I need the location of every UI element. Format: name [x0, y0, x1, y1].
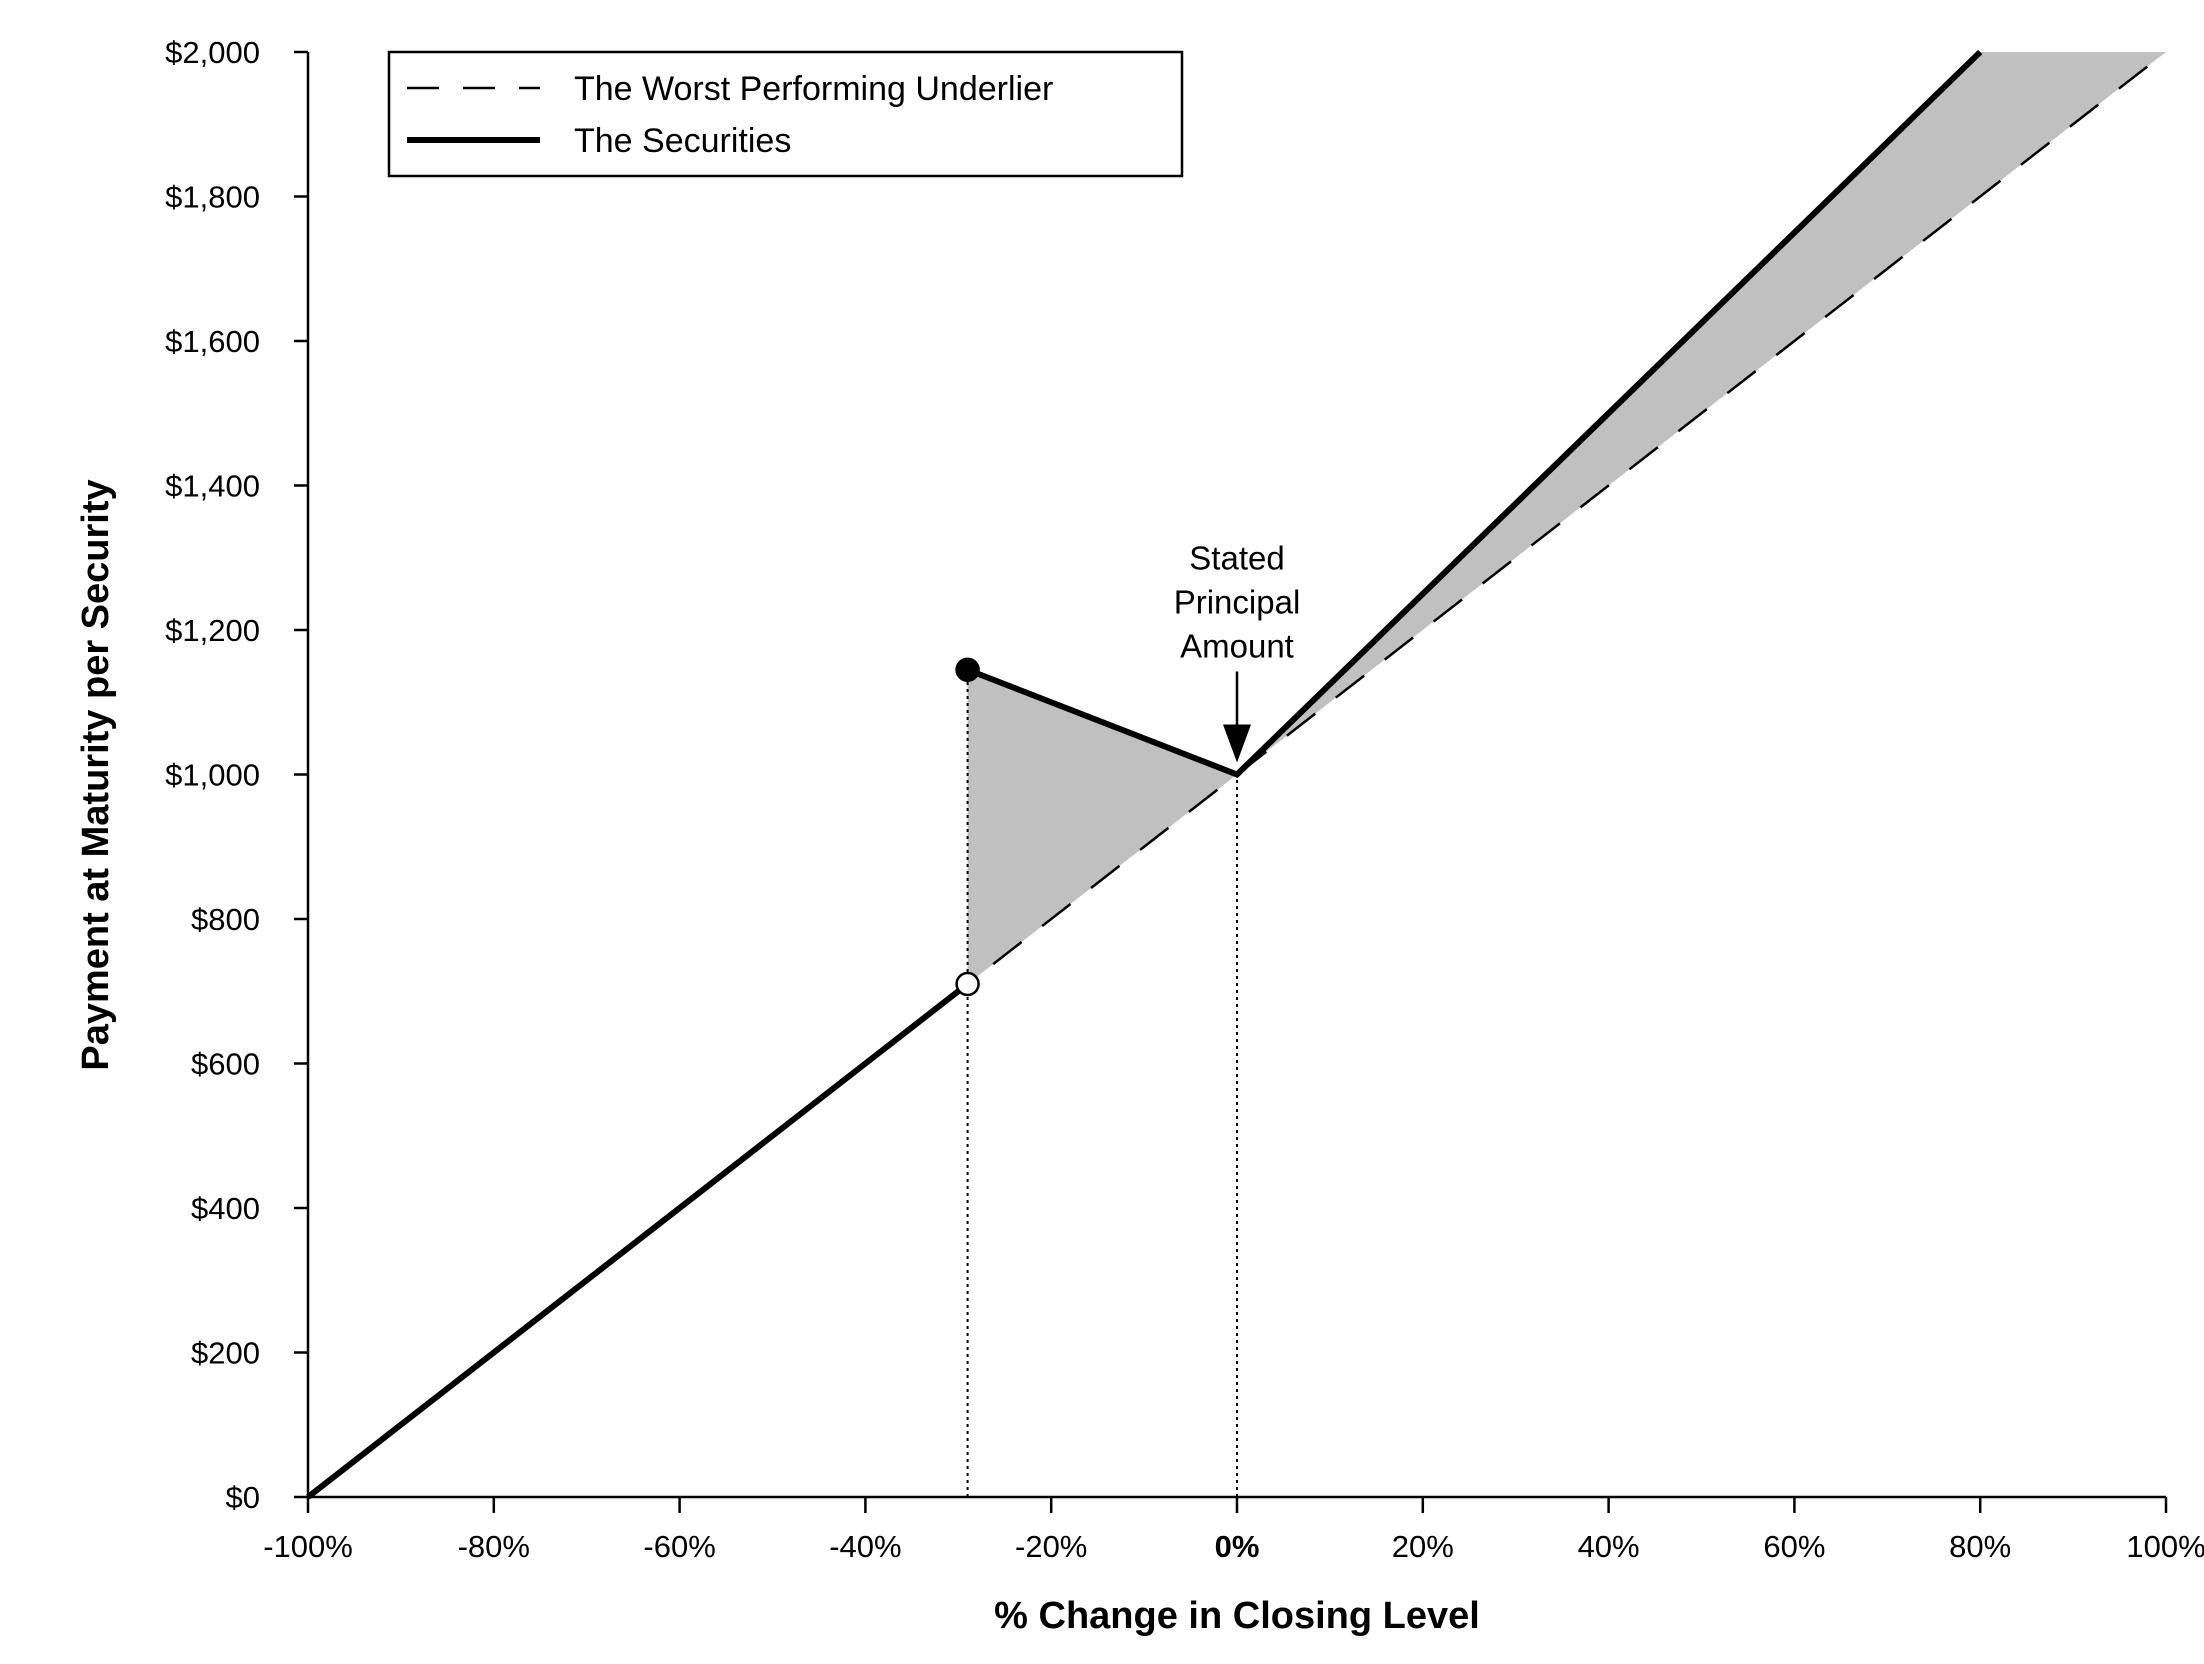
y-tick-label: $1,200: [165, 613, 260, 648]
y-axis-title: Payment at Maturity per Security: [75, 479, 117, 1070]
x-tick-label: 60%: [1763, 1529, 1825, 1564]
reference-lines: [966, 669, 1238, 1497]
y-tick-label: $1,000: [165, 758, 260, 793]
legend-label-securities: The Securities: [574, 122, 791, 160]
annotation-text-line: Principal: [1174, 584, 1301, 621]
y-tick-label: $1,800: [165, 180, 260, 215]
y-tick-label: $1,400: [165, 469, 260, 504]
x-tick-label: -100%: [263, 1529, 353, 1564]
series-line-securities-segment-2: [966, 49, 1983, 778]
x-tick-label: -20%: [1015, 1529, 1087, 1564]
open-marker: [955, 971, 980, 997]
x-tick-label: 40%: [1578, 1529, 1640, 1564]
x-tick-label: 20%: [1392, 1529, 1454, 1564]
x-tick-label: 0%: [1215, 1529, 1260, 1564]
y-tick-label: $0: [226, 1480, 260, 1515]
y-tick-label: $1,600: [165, 324, 260, 359]
x-tick-label: -60%: [643, 1529, 715, 1564]
annotation-text-line: Amount: [1180, 628, 1294, 665]
series-line-securities-segment-1: [306, 981, 970, 1500]
x-axis-title: % Change in Closing Level: [994, 1595, 1480, 1637]
x-tick-label: -80%: [458, 1529, 530, 1564]
y-tick-label: $800: [191, 902, 260, 937]
annotation-text-line: Stated: [1189, 540, 1284, 577]
legend-label-worst-performing-underlier: The Worst Performing Underlier: [574, 70, 1053, 108]
x-tick-label: 100%: [2126, 1529, 2204, 1564]
x-tick-label: -40%: [829, 1529, 901, 1564]
x-tick-label: 80%: [1949, 1529, 2011, 1564]
annotations: Stated Principal Amount: [1174, 540, 1301, 763]
markers: [955, 657, 980, 997]
y-tick-label: $200: [191, 1336, 260, 1371]
stated-principal-annotation: Stated Principal Amount: [1174, 540, 1301, 763]
filled-marker: [955, 657, 980, 682]
y-ticks: $0 $200 $400 $600 $800 $1,000 $1,200 $1,400 $1,6…: [165, 35, 308, 1515]
legend: The Worst Performing Underlier The Secur…: [387, 50, 1184, 178]
y-tick-label: $400: [191, 1191, 260, 1226]
legend-box: [387, 50, 1184, 178]
series-lines: [306, 49, 2167, 1500]
x-ticks: -100% -80% -60% -40% -20% 0% 20% 40% 60% 80% 100%: [263, 1497, 2204, 1564]
y-tick-label: $600: [191, 1047, 260, 1082]
shaded-region-1: [967, 669, 1237, 985]
y-tick-label: $2,000: [165, 35, 260, 70]
annotation-arrow-head: [1223, 724, 1251, 763]
